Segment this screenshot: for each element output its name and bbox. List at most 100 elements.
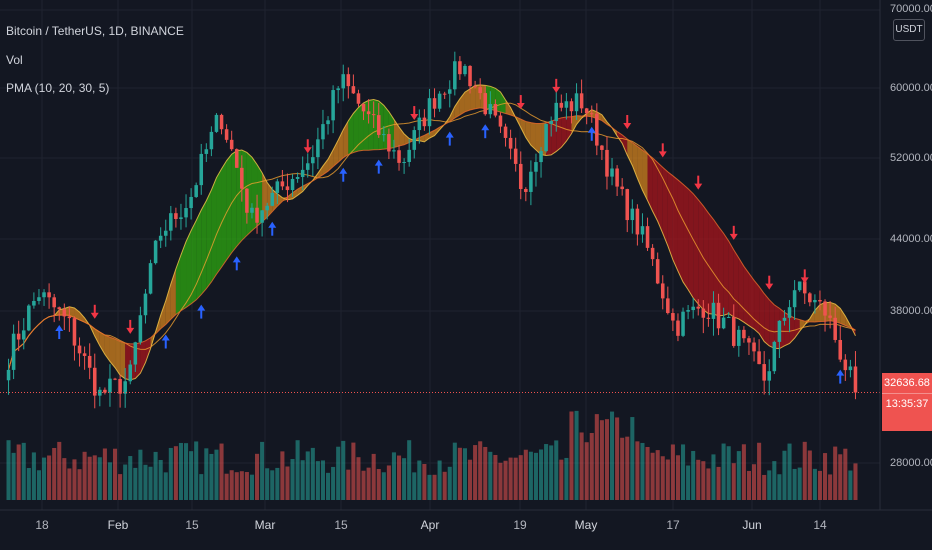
candle-body (468, 65, 472, 87)
x-tick-label: Jun (742, 518, 762, 532)
pma-ribbon-segment (454, 98, 460, 118)
pma-ribbon-segment (769, 299, 775, 349)
volume-bar (691, 450, 696, 500)
candle-body (326, 120, 330, 125)
candle-body (265, 205, 269, 211)
volume-bar (817, 470, 822, 500)
volume-bar (16, 444, 21, 500)
pma-ribbon-segment (794, 318, 800, 339)
pma-ribbon-segment (743, 266, 749, 326)
volume-bar (554, 440, 559, 500)
volume-bar (625, 436, 630, 500)
pma-ribbon-segment (647, 154, 653, 212)
volume-bar (427, 474, 432, 500)
sell-signal-arrow-head (623, 123, 632, 130)
volume-bar (493, 454, 498, 500)
x-tick-label: 18 (35, 518, 49, 532)
candle-body (564, 101, 569, 108)
candle-body (412, 130, 417, 150)
candle-body (57, 307, 62, 310)
volume-bar (102, 448, 107, 500)
candle-body (280, 181, 285, 187)
candle-body (346, 74, 351, 87)
volume-bar (128, 456, 133, 500)
candle-body (300, 169, 305, 178)
volume-bar (47, 455, 52, 500)
candle-body (214, 114, 219, 132)
volume-bar (376, 469, 381, 500)
pma-ribbon-segment (470, 85, 476, 111)
volume-bar (310, 447, 315, 500)
volume-bar (579, 432, 584, 500)
volume-bar (468, 459, 473, 500)
volume-legend[interactable]: Vol (6, 53, 23, 67)
volume-bar (62, 458, 67, 500)
candle-body (6, 369, 11, 381)
volume-bar (508, 457, 513, 500)
volume-bar (346, 469, 351, 500)
candle-body (792, 290, 797, 308)
candle-body (407, 149, 411, 163)
volume-bar (163, 472, 168, 500)
pma-legend[interactable]: PMA (10, 20, 30, 5) (6, 81, 110, 95)
volume-bar (544, 444, 549, 500)
last-price-tag: 32636.68 13:35:37 (882, 373, 932, 431)
candle-body (498, 115, 503, 127)
pma-ribbon-segment (738, 257, 744, 323)
volume-bar (681, 444, 686, 500)
pma-ribbon-segment (556, 117, 562, 152)
volume-bar (422, 463, 427, 500)
pma-ribbon-segment (94, 328, 100, 346)
candle-body (275, 181, 280, 193)
sell-signal-arrow-head (694, 183, 703, 190)
candle-body (229, 139, 234, 150)
pma-ribbon-segment (703, 205, 709, 314)
candle-body (615, 168, 619, 187)
volume-bar (437, 460, 442, 500)
volume-bar (452, 442, 457, 500)
candle-body (671, 313, 675, 321)
candle-body (848, 366, 853, 371)
candle-body (559, 102, 564, 108)
pma-ribbon-segment (317, 165, 323, 178)
candle-body (158, 235, 163, 241)
candle-body (356, 93, 361, 104)
candle-body (72, 318, 77, 346)
volume-bar (82, 451, 87, 500)
volume-bar (209, 453, 214, 500)
pma-ribbon-segment (120, 341, 126, 379)
volume-bar (52, 448, 57, 500)
volume-bar (356, 457, 361, 500)
candle-body (219, 114, 224, 130)
volume-bar (244, 472, 249, 500)
pma-ribbon-segment (632, 142, 638, 179)
pma-ribbon-segment (104, 335, 110, 362)
pma-ribbon-segment (520, 119, 526, 138)
volume-bar (752, 464, 757, 500)
pma-ribbon-segment (683, 184, 689, 290)
candle-body (625, 189, 630, 221)
candle-body (108, 378, 112, 393)
pma-ribbon-segment (373, 99, 379, 150)
volume-bar (295, 440, 300, 500)
volume-bar (701, 461, 706, 500)
volume-bar (569, 411, 574, 500)
candle-body (478, 87, 482, 94)
buy-signal-arrow-head (197, 304, 206, 311)
pma-ribbon-segment (667, 171, 673, 260)
candle-body (524, 189, 528, 192)
volume-bar (133, 467, 138, 500)
pma-ribbon-segment (206, 189, 212, 289)
candle-body (757, 351, 761, 365)
candle-body (27, 305, 31, 331)
volume-bar (107, 462, 112, 500)
volume-bar (280, 451, 285, 500)
currency-unit-badge[interactable]: USDT (893, 19, 925, 41)
candle-body (21, 330, 26, 340)
candle-body (539, 151, 543, 163)
sell-signal-arrow-head (658, 151, 667, 158)
candle-body (422, 117, 427, 127)
pma-ribbon-segment (216, 168, 222, 275)
pma-ribbon-segment (231, 150, 237, 253)
